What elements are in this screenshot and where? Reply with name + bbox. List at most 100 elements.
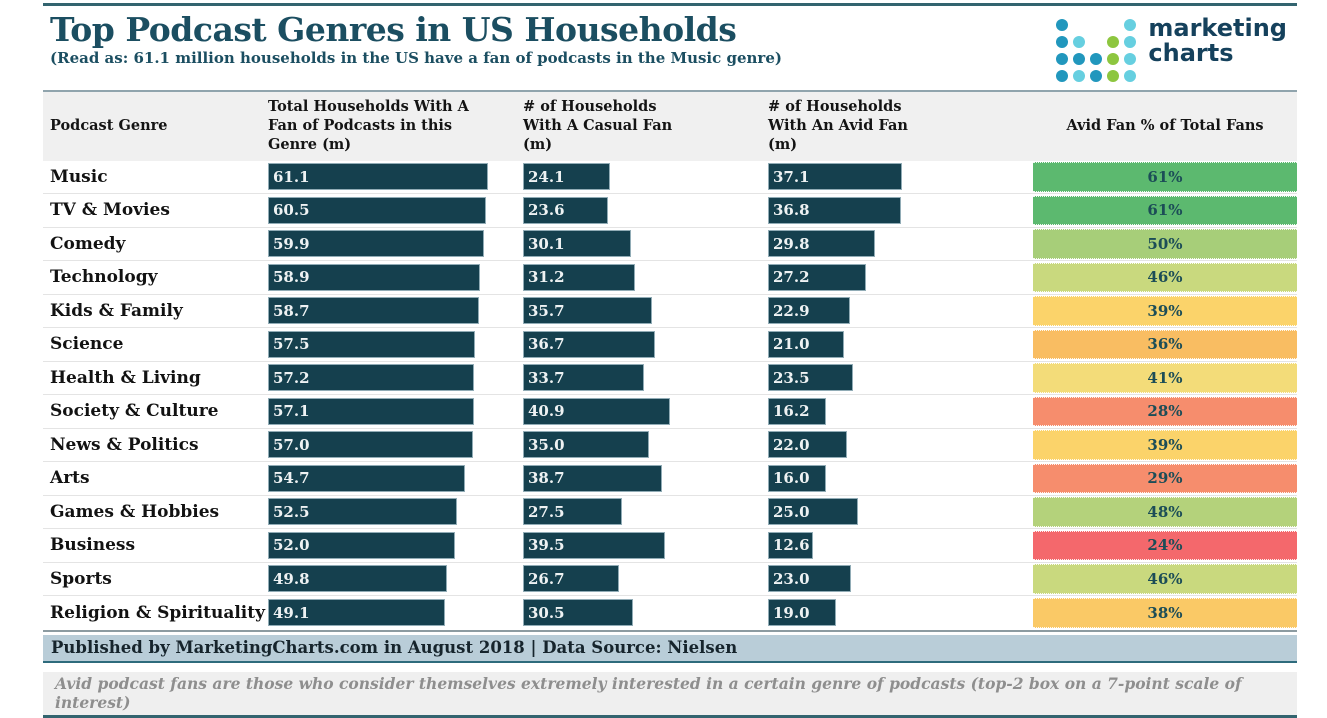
genre-label: Health & Living bbox=[50, 367, 201, 388]
casual-bar-value: 36.7 bbox=[528, 335, 565, 354]
casual-bar-zone: 36.7 bbox=[523, 328, 768, 361]
genre-label: Kids & Family bbox=[50, 300, 183, 321]
avid-pct-cell: 39% bbox=[1033, 296, 1297, 326]
logo-line2: charts bbox=[1148, 39, 1234, 68]
casual-bar: 23.6 bbox=[523, 196, 608, 224]
logo-dot-grid-icon bbox=[1056, 19, 1137, 82]
total-bar: 57.1 bbox=[268, 397, 474, 425]
logo-dot-icon bbox=[1124, 36, 1137, 48]
avid-bar: 22.0 bbox=[768, 431, 848, 459]
avid-pct-cell: 29% bbox=[1033, 463, 1297, 494]
total-bar-zone: 57.0 bbox=[268, 429, 523, 462]
casual-bar: 24.1 bbox=[523, 163, 610, 191]
avid-bar-value: 21.0 bbox=[773, 335, 810, 354]
casual-bar-value: 26.7 bbox=[528, 569, 565, 588]
casual-bar-value: 30.5 bbox=[528, 603, 565, 622]
avid-bar-zone: 27.2 bbox=[768, 261, 1033, 294]
avid-bar-value: 23.5 bbox=[773, 368, 810, 387]
total-bar-value: 61.1 bbox=[273, 167, 310, 186]
logo-dot-icon bbox=[1056, 70, 1069, 82]
logo-dot-icon bbox=[1056, 36, 1069, 48]
masthead: Top Podcast Genres in US Households (Rea… bbox=[43, 6, 1297, 90]
total-bar-value: 57.2 bbox=[273, 368, 310, 387]
avid-bar-zone: 19.0 bbox=[768, 596, 1033, 630]
total-bar-value: 49.8 bbox=[273, 569, 310, 588]
casual-bar-value: 24.1 bbox=[528, 167, 565, 186]
casual-bar: 35.7 bbox=[523, 297, 652, 325]
casual-bar-zone: 23.6 bbox=[523, 194, 768, 227]
avid-bar-zone: 25.0 bbox=[768, 496, 1033, 529]
total-bar-zone: 60.5 bbox=[268, 194, 523, 227]
avid-bar-value: 16.0 bbox=[773, 469, 810, 488]
avid-bar-value: 27.2 bbox=[773, 268, 810, 287]
total-bar: 57.2 bbox=[268, 364, 474, 392]
casual-bar-value: 30.1 bbox=[528, 234, 565, 253]
genre-label: Science bbox=[50, 334, 124, 355]
avid-pct-cell: 61% bbox=[1033, 195, 1297, 226]
column-header-total: Total Households With A Fan of Podcasts … bbox=[268, 98, 469, 153]
marketingcharts-logo: marketing charts bbox=[1056, 15, 1287, 82]
avid-bar-value: 23.0 bbox=[773, 569, 810, 588]
logo-dot-icon bbox=[1073, 53, 1086, 65]
avid-pct-cell: 46% bbox=[1033, 564, 1297, 594]
table-row: Religion & Spirituality 49.1 30.5 19.0 3… bbox=[43, 596, 1297, 630]
table-row: Technology 58.9 31.2 27.2 46% bbox=[43, 261, 1297, 295]
casual-bar-value: 31.2 bbox=[528, 268, 565, 287]
total-bar: 61.1 bbox=[268, 163, 488, 191]
total-bar-zone: 57.2 bbox=[268, 362, 523, 395]
avid-bar-value: 37.1 bbox=[773, 167, 810, 186]
avid-bar: 16.2 bbox=[768, 397, 827, 425]
published-bar: Published by MarketingCharts.com in Augu… bbox=[43, 634, 1297, 663]
avid-pct-cell: 28% bbox=[1033, 396, 1297, 427]
page-subtitle: (Read as: 61.1 million households in the… bbox=[50, 49, 782, 68]
casual-bar: 40.9 bbox=[523, 397, 671, 425]
avid-pct-cell: 48% bbox=[1033, 497, 1297, 527]
total-bar-value: 57.0 bbox=[273, 435, 310, 454]
total-bar: 52.5 bbox=[268, 498, 457, 526]
genre-label: TV & Movies bbox=[50, 200, 170, 221]
genre-label: Society & Culture bbox=[50, 401, 219, 422]
column-header-avid: # of Households With An Avid Fan (m) bbox=[768, 98, 908, 153]
casual-bar-zone: 31.2 bbox=[523, 261, 768, 294]
avid-bar-zone: 36.8 bbox=[768, 194, 1033, 227]
table-header-row: Podcast Genre Total Households With A Fa… bbox=[43, 90, 1297, 161]
casual-bar-value: 23.6 bbox=[528, 201, 565, 220]
casual-bar-value: 40.9 bbox=[528, 402, 565, 421]
casual-bar: 30.1 bbox=[523, 230, 632, 258]
avid-pct-cell: 39% bbox=[1033, 430, 1297, 460]
total-bar-zone: 52.5 bbox=[268, 496, 523, 529]
logo-dot-icon bbox=[1056, 53, 1069, 65]
avid-bar: 36.8 bbox=[768, 196, 901, 224]
total-bar: 49.8 bbox=[268, 565, 448, 593]
logo-dot-icon bbox=[1124, 53, 1137, 65]
casual-bar-value: 35.0 bbox=[528, 435, 565, 454]
logo-dot-icon bbox=[1124, 70, 1137, 82]
total-bar: 54.7 bbox=[268, 464, 465, 492]
table-row: Kids & Family 58.7 35.7 22.9 39% bbox=[43, 295, 1297, 329]
total-bar: 58.9 bbox=[268, 263, 480, 291]
casual-bar: 39.5 bbox=[523, 531, 666, 559]
casual-bar-zone: 40.9 bbox=[523, 395, 768, 428]
total-bar-value: 52.5 bbox=[273, 502, 310, 521]
total-bar-value: 54.7 bbox=[273, 469, 310, 488]
genre-label: Music bbox=[50, 166, 108, 187]
casual-bar-zone: 35.0 bbox=[523, 429, 768, 462]
column-header-genre: Podcast Genre bbox=[50, 116, 168, 134]
total-bar-zone: 58.7 bbox=[268, 295, 523, 328]
genre-label: Business bbox=[50, 535, 136, 556]
total-bar-zone: 57.1 bbox=[268, 395, 523, 428]
total-bar-value: 57.5 bbox=[273, 335, 310, 354]
avid-pct-cell: 61% bbox=[1033, 162, 1297, 192]
table-row: Science 57.5 36.7 21.0 36% bbox=[43, 328, 1297, 362]
total-bar-zone: 52.0 bbox=[268, 529, 523, 562]
avid-pct-cell: 38% bbox=[1033, 597, 1297, 629]
casual-bar-zone: 35.7 bbox=[523, 295, 768, 328]
table-row: Arts 54.7 38.7 16.0 29% bbox=[43, 462, 1297, 496]
avid-bar-zone: 23.0 bbox=[768, 563, 1033, 596]
total-bar-value: 52.0 bbox=[273, 536, 310, 555]
avid-pct-cell: 41% bbox=[1033, 363, 1297, 393]
total-bar: 58.7 bbox=[268, 297, 480, 325]
avid-bar-value: 36.8 bbox=[773, 201, 810, 220]
logo-wordmark: marketing charts bbox=[1148, 15, 1287, 68]
casual-bar: 26.7 bbox=[523, 565, 620, 593]
